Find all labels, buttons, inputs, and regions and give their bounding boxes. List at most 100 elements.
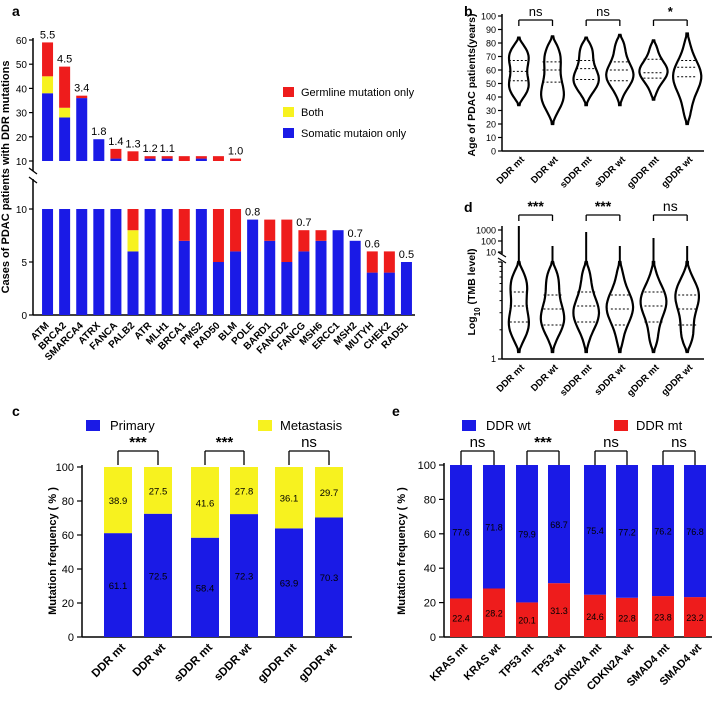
panel-a-legend-swatch [283,128,294,138]
both-mutation-bar-segment [127,230,139,252]
germline-mutation-bar-segment [315,230,327,241]
panel-b-comparison-significance-label: ns [596,4,610,19]
panel-c-x-tick-label: sDDR wt [212,642,254,684]
panel-c-primary-value-label: 72.5 [149,571,168,582]
panel-c-letter: c [12,403,20,419]
panel-c-legend-swatch [258,420,272,431]
panel-e-cooccurring-mutation-bar-chart: e 0 20 40 60 80 100 Mutation frequency ( % ) 22.… [392,403,712,694]
panel-c-comparison-significance-label: ns [301,434,317,451]
panel-e-ddr-wt-bar [616,465,638,598]
somatic-mutation-bar-segment [127,251,139,315]
panel-d-y-axis-label-subscript: 10 [473,307,482,316]
panel-e-ddr-wt-bar [516,465,538,603]
panel-e-y-axis-label: Mutation frequency ( % ) [396,487,408,615]
germline-mutation-bar-segment [178,156,190,161]
germline-mutation-bar-segment [161,156,173,159]
panel-e-ddr-wt-bar [450,465,472,599]
panel-c-metastasis-value-label: 27.8 [235,487,254,498]
panel-b-violin [605,33,635,107]
panel-b-comparison-significance-label: ns [529,4,543,19]
panel-c-metastasis-bar [315,467,343,518]
panel-e-ddr-wt-bar [584,465,606,595]
germline-mutation-bar-segment [127,209,139,231]
panel-a-percentage-annotation: 0.6 [365,238,380,250]
panel-a-axis-break-mark [28,167,38,175]
panel-c-metastasis-value-label: 41.6 [196,498,215,509]
panel-d-x-tick-label: DDR mt [495,362,528,395]
panel-e-ddr-wt-bar [652,465,674,597]
panel-d-x-tick-label: gDDR wt [660,362,696,398]
panel-a-legend-label: Both [301,107,324,119]
panel-c-x-tick-label: DDR mt [90,642,128,680]
panel-b-violin [507,36,530,107]
both-mutation-bar-segment [42,76,54,94]
germline-mutation-bar-segment [212,156,224,161]
panel-e-ddr-mt-bar [616,597,638,637]
somatic-mutation-bar-segment [366,272,378,315]
germline-mutation-bar-segment [110,148,122,159]
panel-a-legend-label: Germline mutation only [301,87,415,99]
panel-e-ddr-wt-bar [483,465,505,589]
panel-c-metastasis-bar [144,467,172,514]
panel-b-y-axis-label: Age of PDAC patients(years) [466,14,478,157]
panel-d-comparison-significance-label: *** [527,198,544,214]
germline-mutation-bar-segment [212,209,224,262]
panel-e-x-tick-label: TP53 mt [497,641,536,680]
panel-e-y-tick-label: 20 [424,598,436,610]
germline-mutation-bar-segment [264,219,276,241]
germline-mutation-bar-segment [383,251,395,273]
panel-c-primary-bar [230,514,258,637]
panel-e-y-tick-label: 60 [424,529,436,541]
panel-d-comparison-significance-label: ns [663,198,678,214]
panel-c-y-axis-label: Mutation frequency ( % ) [47,487,59,615]
somatic-mutation-bar-segment [332,230,344,315]
somatic-mutation-bar-segment [247,219,259,315]
panel-e-ddr-mt-bar [548,583,570,637]
panel-e-ddr-mt-value-label: 22.4 [452,614,470,624]
panel-c-y-tick-label: 20 [62,598,74,610]
panel-b-x-tick-label: DDR wt [529,154,561,186]
panel-a-y-tick-label: 60 [16,36,28,47]
panel-b-y-tick-label: 90 [486,25,496,35]
panel-b-violin [638,39,669,101]
panel-d-y-tick-label: 1 [491,354,496,364]
panel-c-comparison-significance-label: *** [216,434,234,451]
panel-e-comparison-significance-label: ns [603,434,619,451]
germline-mutation-bar-segment [230,209,242,252]
panel-c-legend-label: Metastasis [280,418,343,433]
panel-d-violin [639,260,668,354]
panel-e-legend-label: DDR wt [486,418,531,433]
panel-c-metastasis-bar [191,467,219,538]
panel-e-ddr-wt-value-label: 76.8 [686,527,704,537]
panel-b-x-tick-label: gDDR wt [660,154,696,190]
panel-e-legend-swatch [614,420,628,431]
panel-a-percentage-annotation: 1.1 [160,143,175,155]
somatic-mutation-bar-segment [315,240,327,315]
panel-e-ddr-mt-value-label: 20.1 [518,616,536,626]
panel-c-y-tick-label: 100 [56,462,74,474]
somatic-mutation-bar-segment [59,209,71,315]
panel-c-primary-metastasis-bar-chart: c 0 20 40 60 80 100 Mutation frequency ( % ) 61.… [12,403,352,685]
panel-a-percentage-annotation: 4.5 [57,54,72,66]
panel-c-x-tick-label: sDDR mt [172,642,215,685]
panel-b-x-tick-label: sDDR wt [593,154,629,190]
panel-a-percentage-annotation: 0.5 [399,249,414,261]
germline-mutation-bar-segment [178,209,190,241]
panel-a-y-tick-label: 50 [16,60,28,71]
panel-a-legend-swatch [283,87,294,97]
panel-b-y-tick-label: 50 [486,79,496,89]
panel-b-y-tick-label: 10 [486,133,496,143]
panel-d-x-tick-label: sDDR mt [558,362,595,399]
panel-b-y-tick-label: 60 [486,66,496,76]
germline-mutation-bar-segment [42,42,54,77]
panel-c-metastasis-value-label: 36.1 [280,494,299,505]
somatic-mutation-bar-segment [144,158,156,161]
panel-e-ddr-mt-value-label: 24.6 [586,612,604,622]
somatic-mutation-bar-segment [298,251,310,315]
panel-a-letter: a [12,3,20,19]
panel-e-x-tick-label: KRAS wt [462,641,504,683]
panel-e-y-tick-label: 40 [424,563,436,575]
panel-d-letter: d [464,199,473,215]
panel-e-ddr-mt-value-label: 31.3 [550,606,568,616]
